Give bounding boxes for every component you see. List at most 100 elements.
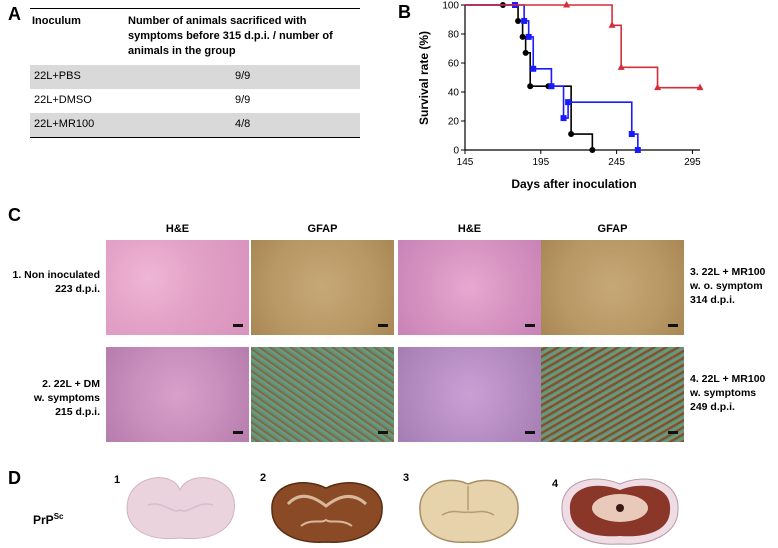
brain-slice-2 <box>271 481 383 543</box>
prp-label: PrPSc <box>33 512 63 527</box>
scale-bar <box>233 324 243 327</box>
scale-bar <box>378 324 388 327</box>
scale-bar <box>668 431 678 434</box>
brain-slice-1 <box>126 477 235 540</box>
slice-label-1: 1 <box>114 474 121 486</box>
column-header-he: H&E <box>457 223 482 235</box>
x-axis-label: Days after inoculation <box>511 177 636 191</box>
data-point <box>617 63 625 70</box>
data-point <box>548 83 555 90</box>
slice-label-2: 2 <box>260 472 267 484</box>
scale-bar <box>525 324 535 327</box>
condition-label-1: 1. Non inoculated 223 d.p.i. <box>0 268 100 296</box>
column-header-gfap: GFAP <box>307 223 338 235</box>
condition-label-2-line2: w. symptoms <box>33 392 100 404</box>
data-point <box>634 147 641 153</box>
panel-a-letter: A <box>8 4 21 24</box>
data-point <box>519 33 526 40</box>
brain-slice-4 <box>561 478 679 545</box>
table-header-count-line1: Number of animals sacrificed with <box>128 15 307 27</box>
condition-label-4-line3: 249 d.p.i. <box>690 401 735 413</box>
micrograph-he-4 <box>398 347 541 442</box>
micrograph-he-3 <box>398 240 541 335</box>
micrograph-he-2 <box>106 347 249 442</box>
table-header-count: Number of animals sacrificed with sympto… <box>128 14 358 59</box>
condition-label-1-line1: 1. Non inoculated <box>12 269 100 281</box>
series-line-3 <box>465 4 700 89</box>
column-header-he: H&E <box>165 223 190 235</box>
y-axis-label: Survival rate (%) <box>417 31 431 125</box>
condition-label-2-line1: 2. 22L + DM <box>42 378 100 390</box>
table-header-count-line2: symptoms before 315 d.p.i. / number of <box>128 30 333 42</box>
panel-b-letter: B <box>398 2 411 22</box>
table-bottom-rule <box>30 137 360 138</box>
condition-label-4-line2: w. symptoms <box>690 387 757 399</box>
y-tick-label: 60 <box>448 59 460 70</box>
row-inoculum: 22L+MR100 <box>34 118 95 130</box>
table-header-inoculum: Inoculum <box>32 15 81 27</box>
prp-label-sup: Sc <box>53 512 64 521</box>
micrograph-gfap-3 <box>541 240 684 335</box>
chart-plot: 0 20 40 60 80 100 145 195 245 295 <box>442 1 704 168</box>
data-point <box>522 49 529 56</box>
data-point <box>515 17 522 24</box>
x-tick-label: 145 <box>457 157 474 168</box>
table-row: 22L+DMSO 9/9 <box>30 89 360 113</box>
slice-label-4: 4 <box>552 478 559 490</box>
data-point <box>608 21 616 28</box>
x-tick-label: 295 <box>684 157 701 168</box>
data-point <box>589 147 596 153</box>
data-point <box>563 1 571 8</box>
panel-c-letter: C <box>8 205 21 225</box>
data-point <box>527 83 534 90</box>
y-tick-label: 40 <box>448 88 460 99</box>
condition-label-2-line3: 215 d.p.i. <box>55 406 100 418</box>
y-tick-label: 0 <box>453 146 459 157</box>
x-tick-label: 245 <box>608 157 625 168</box>
data-point <box>568 131 575 138</box>
condition-label-3: 3. 22L + MR100 w. o. symptom 314 d.p.i. <box>690 265 778 307</box>
data-point <box>530 65 537 72</box>
row-count: 9/9 <box>235 94 251 106</box>
panel-d-letter: D <box>8 468 21 488</box>
brain-slice-3 <box>419 479 519 543</box>
table-row: 22L+MR100 4/8 <box>30 113 360 137</box>
condition-label-1-line2: 223 d.p.i. <box>55 283 100 295</box>
scale-bar <box>668 324 678 327</box>
row-count: 9/9 <box>235 70 251 82</box>
micrograph-he-1 <box>106 240 249 335</box>
micrograph-gfap-4 <box>541 347 684 442</box>
survival-chart: 0 20 40 60 80 100 145 195 245 295 Survival rate (… <box>417 1 704 191</box>
column-header-gfap: GFAP <box>597 223 628 235</box>
row-inoculum: 22L+DMSO <box>34 94 92 106</box>
condition-label-4-line1: 4. 22L + MR100 <box>690 373 766 385</box>
data-point <box>696 83 704 91</box>
micrograph-gfap-2 <box>251 347 394 442</box>
data-point <box>654 83 662 91</box>
scale-bar <box>233 431 243 434</box>
row-inoculum: 22L+PBS <box>34 70 81 82</box>
scale-bar <box>525 431 535 434</box>
y-tick-label: 100 <box>442 1 459 12</box>
data-point <box>628 131 635 138</box>
scale-bar <box>378 431 388 434</box>
prp-label-base: PrP <box>33 513 54 527</box>
condition-label-2: 2. 22L + DM w. symptoms 215 d.p.i. <box>0 377 100 419</box>
condition-label-4: 4. 22L + MR100 w. symptoms 249 d.p.i. <box>690 372 778 414</box>
condition-label-3-line3: 314 d.p.i. <box>690 294 735 306</box>
micrograph-gfap-1 <box>251 240 394 335</box>
y-tick-label: 20 <box>448 117 460 128</box>
condition-label-3-line1: 3. 22L + MR100 <box>690 266 766 278</box>
x-tick-label: 195 <box>532 157 549 168</box>
data-point <box>560 115 567 122</box>
y-tick-label: 80 <box>448 30 460 41</box>
data-point <box>521 17 528 24</box>
data-point <box>565 99 572 106</box>
table-row: 22L+PBS 9/9 <box>30 65 360 89</box>
data-point <box>525 33 532 40</box>
slice-label-3: 3 <box>403 472 410 484</box>
condition-label-3-line2: w. o. symptom <box>690 280 763 292</box>
table-top-rule <box>30 8 360 9</box>
table-header-count-line3: animals in the group <box>128 45 236 57</box>
row-count: 4/8 <box>235 118 251 130</box>
